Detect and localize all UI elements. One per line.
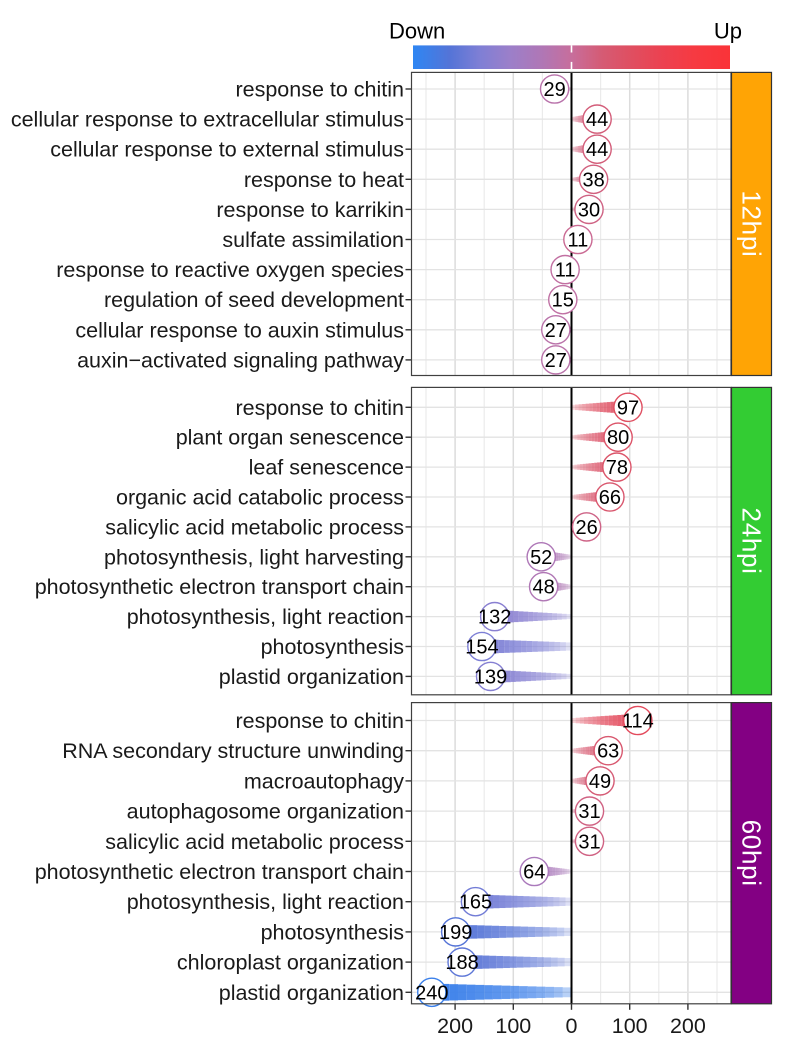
svg-text:97: 97 [617,397,639,419]
svg-text:salicylic acid metabolic proce: salicylic acid metabolic process [105,515,404,539]
svg-text:154: 154 [465,637,498,659]
svg-text:plant organ senescence: plant organ senescence [176,426,404,450]
svg-text:78: 78 [606,457,628,479]
svg-text:24hpi: 24hpi [736,508,766,575]
svg-text:Down: Down [389,19,445,44]
svg-text:240: 240 [415,982,448,1004]
svg-text:29: 29 [543,79,565,101]
svg-text:80: 80 [607,427,629,449]
svg-text:31: 31 [578,801,600,823]
svg-text:11: 11 [568,230,589,252]
svg-text:199: 199 [439,922,472,944]
svg-text:49: 49 [589,771,611,793]
svg-text:auxin−activated signaling path: auxin−activated signaling pathway [77,348,404,372]
svg-text:44: 44 [586,139,608,161]
svg-text:64: 64 [523,862,545,884]
svg-text:52: 52 [530,547,552,569]
svg-text:100: 100 [612,1014,648,1038]
svg-text:Up: Up [714,19,742,44]
svg-text:photosynthesis, light harvesti: photosynthesis, light harvesting [104,545,404,569]
svg-text:114: 114 [622,711,654,733]
svg-text:165: 165 [459,892,492,914]
svg-text:response to chitin: response to chitin [235,396,404,420]
svg-text:response to karrikin: response to karrikin [216,198,404,222]
svg-text:63: 63 [597,741,619,763]
svg-text:44: 44 [586,109,608,131]
svg-text:60hpi: 60hpi [736,820,766,887]
svg-text:RNA secondary structure unwind: RNA secondary structure unwinding [62,739,404,763]
svg-text:photosynthesis, light reaction: photosynthesis, light reaction [127,605,404,629]
svg-text:66: 66 [599,487,621,509]
svg-text:12hpi: 12hpi [736,190,766,257]
svg-text:31: 31 [578,831,600,853]
svg-text:27: 27 [545,350,567,372]
svg-text:macroautophagy: macroautophagy [244,769,404,793]
svg-text:response to reactive oxygen sp: response to reactive oxygen species [56,258,404,282]
svg-text:sulfate assimilation: sulfate assimilation [222,228,404,252]
svg-text:38: 38 [582,169,604,191]
svg-text:autophagosome organization: autophagosome organization [127,800,404,824]
svg-text:organic acid catabolic process: organic acid catabolic process [116,486,404,510]
svg-text:photosynthetic electron transp: photosynthetic electron transport chain [35,860,404,884]
svg-text:photosynthesis: photosynthesis [261,920,404,944]
svg-text:photosynthetic electron transp: photosynthetic electron transport chain [35,575,404,599]
svg-text:27: 27 [545,320,567,342]
svg-text:139: 139 [474,666,507,688]
svg-text:100: 100 [495,1014,531,1038]
svg-text:photosynthesis, light reaction: photosynthesis, light reaction [127,890,404,914]
svg-text:plastid organization: plastid organization [219,981,404,1005]
svg-text:plastid organization: plastid organization [219,665,404,689]
svg-text:26: 26 [575,517,597,539]
svg-text:response to heat: response to heat [244,168,404,192]
svg-text:photosynthesis: photosynthesis [261,635,404,659]
svg-text:200: 200 [437,1014,473,1038]
svg-text:11: 11 [555,260,576,282]
svg-text:regulation of seed development: regulation of seed development [104,288,404,312]
svg-text:leaf senescence: leaf senescence [249,456,404,480]
svg-text:cellular response to auxin sti: cellular response to auxin stimulus [75,318,404,342]
svg-text:chloroplast organization: chloroplast organization [177,951,404,975]
svg-text:188: 188 [445,952,478,974]
svg-text:0: 0 [566,1014,578,1038]
svg-text:cellular response to extracell: cellular response to extracellular stimu… [11,108,404,132]
svg-text:cellular response to external: cellular response to external stimulus [50,138,404,162]
svg-text:15: 15 [552,290,574,312]
svg-text:response to chitin: response to chitin [235,709,404,733]
svg-text:salicylic acid metabolic proce: salicylic acid metabolic process [105,830,404,854]
svg-text:30: 30 [578,199,600,221]
svg-text:response to chitin: response to chitin [235,78,404,102]
svg-text:48: 48 [532,577,554,599]
svg-text:132: 132 [478,607,511,629]
svg-text:200: 200 [670,1014,706,1038]
